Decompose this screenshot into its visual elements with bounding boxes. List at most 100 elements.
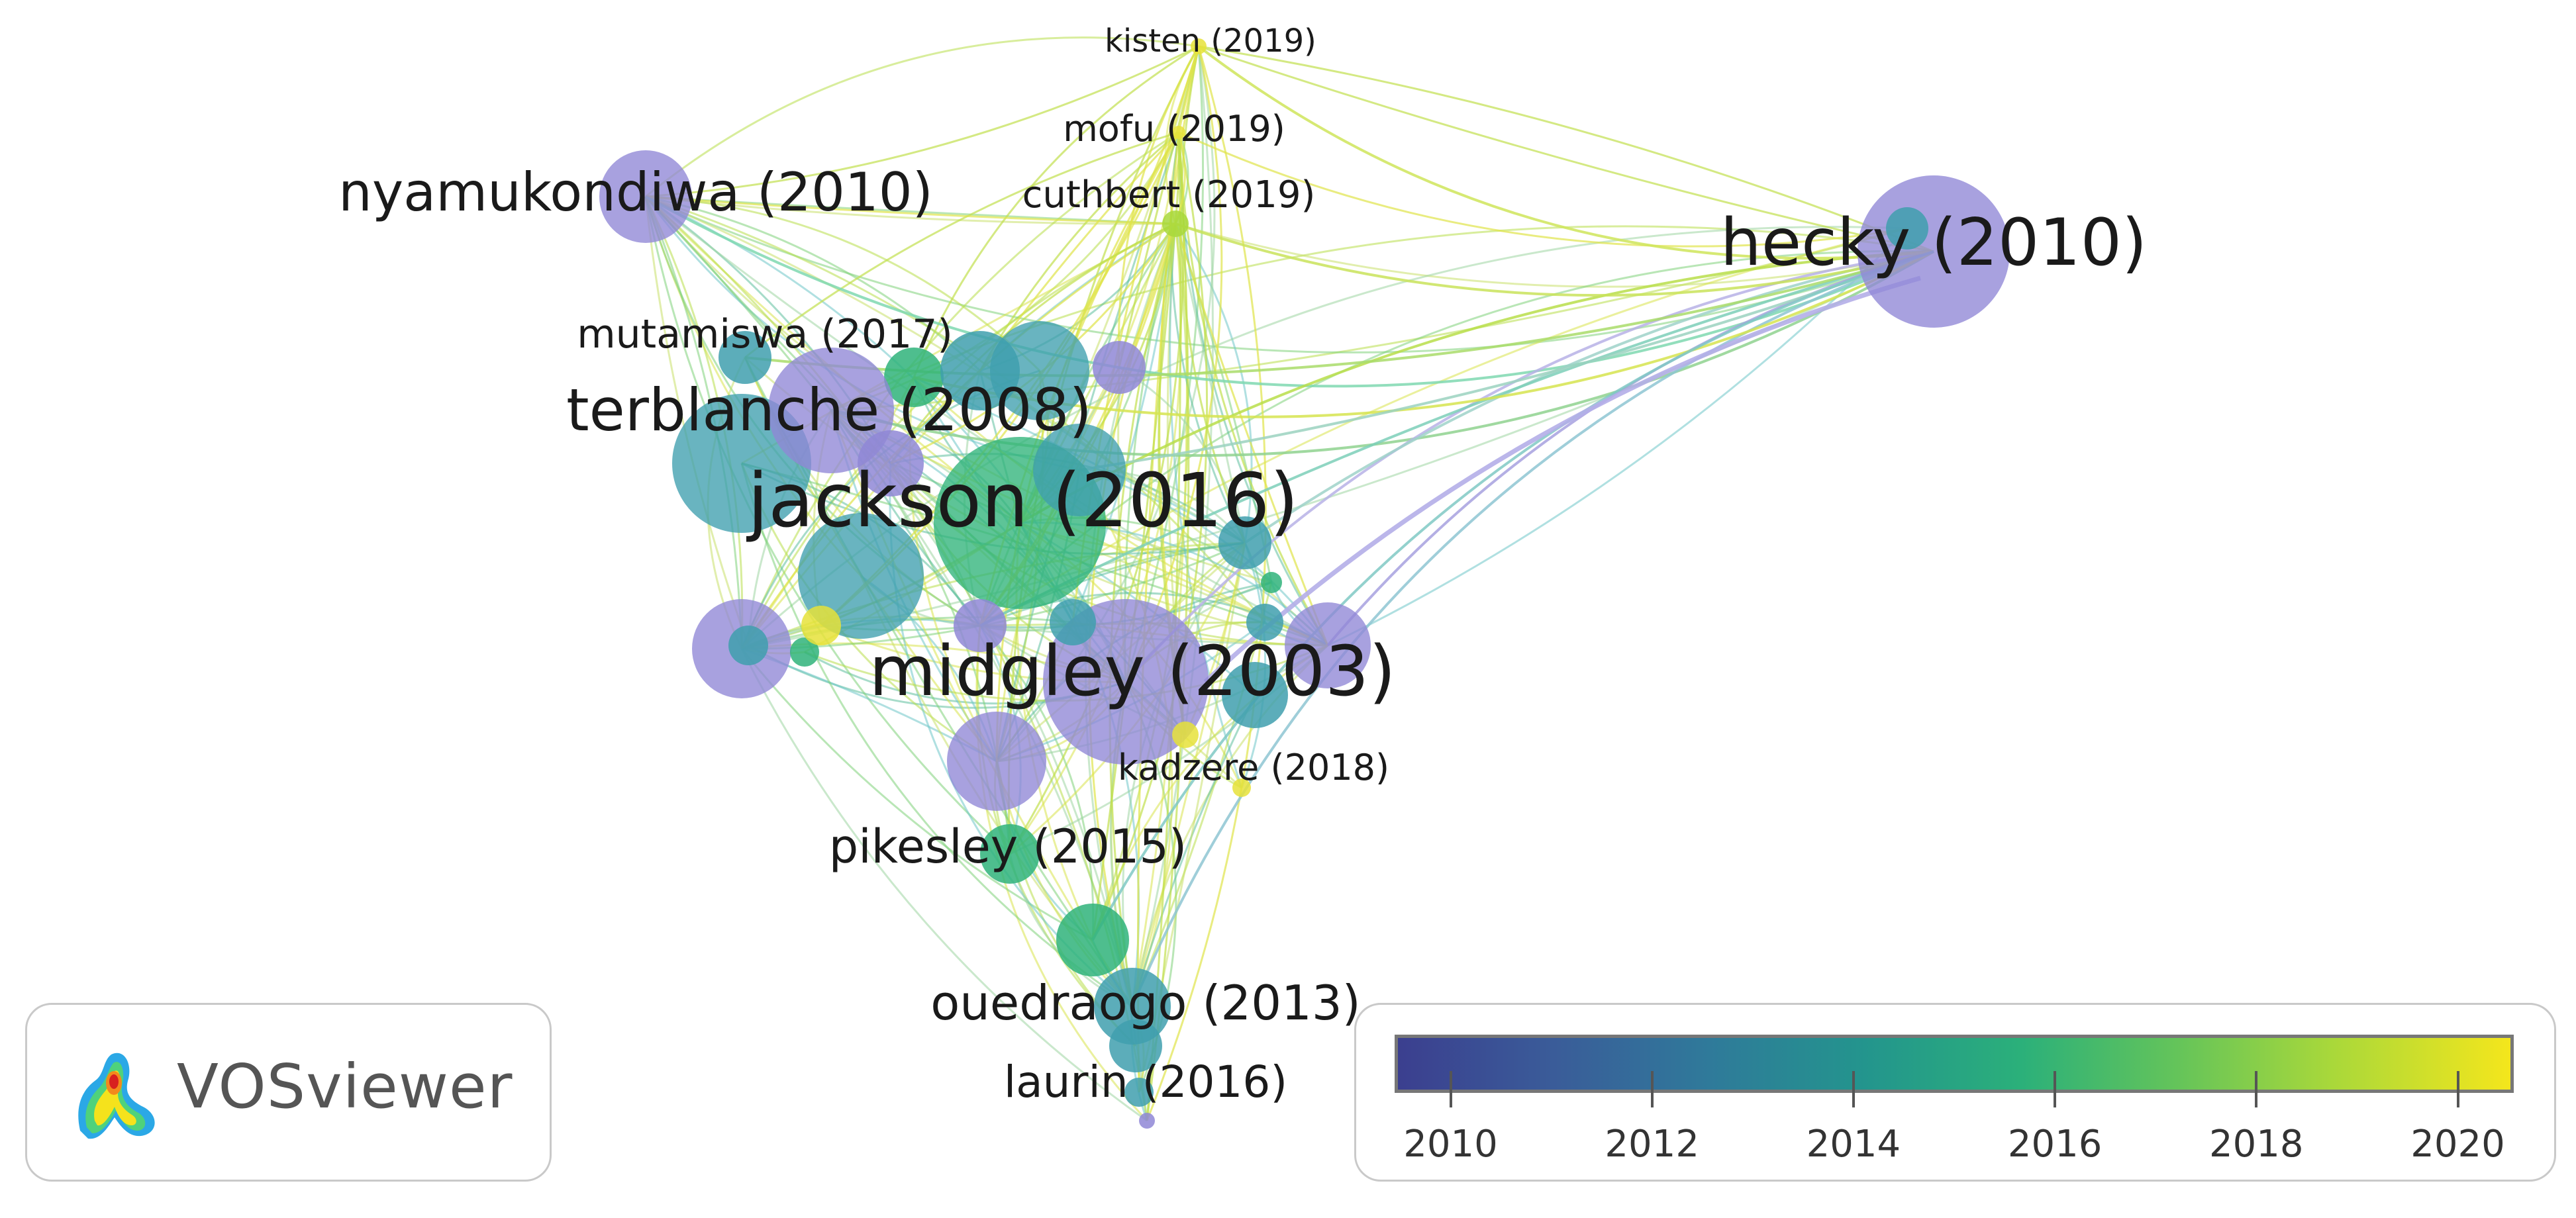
node-label-jackson[interactable]: jackson (2016): [746, 458, 1299, 544]
network-edge: [1244, 250, 1934, 544]
network-edge: [1091, 132, 1209, 941]
network-edge: [1131, 694, 1256, 1007]
node-right-purple[interactable]: [1285, 602, 1371, 688]
network-edge: [740, 369, 981, 649]
legend-tick-mark: [2054, 1071, 2057, 1107]
node-cuthbert[interactable]: [1162, 211, 1189, 237]
network-labels: hecky (2010) jackson (2016) midgley (200…: [338, 23, 2147, 1107]
node-left-purple-small[interactable]: [858, 430, 924, 496]
node-label-kisten[interactable]: kisten (2019): [1105, 23, 1316, 60]
legend-tick-mark: [1650, 1071, 1654, 1107]
node-left-teal-low[interactable]: [798, 513, 924, 639]
legend-tick-mark: [2255, 1071, 2258, 1107]
node-label-mofu[interactable]: mofu (2019): [1063, 108, 1285, 150]
network-edge: [1175, 222, 1934, 297]
node-pikesley-low[interactable]: [1056, 904, 1129, 976]
network-edge: [1131, 250, 1934, 1007]
network-edge: [644, 196, 1272, 584]
legend-tick-label: 2014: [1806, 1123, 1901, 1166]
network-edge: [645, 195, 1934, 353]
node-mutamiswa-a[interactable]: [718, 331, 771, 384]
network-edge: [740, 463, 1133, 1007]
node-laurin-small[interactable]: [1139, 1113, 1155, 1129]
node-label-terblanche[interactable]: terblanche (2008): [566, 376, 1092, 444]
network-edge: [645, 195, 1934, 388]
node-left-yellow[interactable]: [801, 606, 841, 645]
node-pikesley[interactable]: [980, 824, 1040, 884]
network-edge: [1177, 46, 1200, 133]
network-edge: [1178, 131, 1908, 248]
node-label-cuthbert[interactable]: cuthbert (2019): [1022, 173, 1316, 216]
network-edge: [1091, 223, 1177, 941]
node-left-inner-teal[interactable]: [728, 626, 768, 665]
node-upper-teal-b[interactable]: [990, 321, 1089, 420]
node-left-green[interactable]: [790, 637, 819, 667]
node-label-kadzere[interactable]: kadzere (2018): [1118, 747, 1389, 788]
node-mofu[interactable]: [1172, 126, 1185, 139]
node-mutamiswa-b[interactable]: [884, 348, 944, 407]
node-kadzere[interactable]: [1232, 778, 1251, 797]
node-right-teal-c[interactable]: [1222, 662, 1288, 728]
network-edge: [645, 36, 1199, 198]
node-label-laurin[interactable]: laurin (2016): [1004, 1056, 1287, 1107]
vosviewer-logo-text: VOSviewer: [177, 1051, 513, 1122]
node-jackson-teal[interactable]: [1033, 424, 1126, 516]
node-nyamukondiwa[interactable]: [599, 150, 692, 243]
network-edge: [889, 222, 1176, 464]
node-hecky-inner[interactable]: [1886, 207, 1928, 250]
node-label-nyamukondiwa[interactable]: nyamukondiwa (2010): [338, 162, 933, 223]
node-ouedraogo-low[interactable]: [1109, 1019, 1162, 1072]
network-edge: [645, 195, 1176, 225]
node-right-green-small[interactable]: [1261, 572, 1282, 593]
legend-tick-mark: [1449, 1071, 1452, 1107]
legend-tick-label: 2012: [1605, 1123, 1699, 1166]
network-edge: [740, 648, 1148, 1122]
node-upper-purple[interactable]: [1093, 341, 1146, 394]
node-kadzere-a[interactable]: [1172, 722, 1199, 748]
legend-tick-label: 2016: [2007, 1123, 2103, 1166]
network-edge: [995, 132, 1180, 762]
legend-tick-label: 2020: [2410, 1123, 2505, 1166]
network-nodes: [599, 38, 2010, 1129]
network-edge: [644, 196, 1011, 855]
network-edge: [975, 625, 1148, 1122]
vosviewer-logo-panel: VOSviewer: [25, 1003, 552, 1182]
legend-gradient-bar: [1395, 1035, 2514, 1093]
network-edge: [913, 45, 1199, 378]
node-label-pikesley[interactable]: pikesley (2015): [829, 820, 1187, 874]
network-edge: [1118, 366, 1246, 543]
network-edge: [645, 45, 1199, 198]
network-edge: [979, 250, 1934, 627]
legend-tick-label: 2010: [1403, 1123, 1498, 1166]
node-right-teal-a[interactable]: [1218, 516, 1271, 569]
network-edge: [1179, 46, 1246, 543]
network-edge: [1131, 542, 1246, 1007]
network-edge: [645, 195, 1176, 225]
network-edge: [744, 131, 1179, 359]
network-edge: [1079, 250, 1934, 471]
node-label-mutamiswa[interactable]: mutamiswa (2017): [577, 311, 953, 357]
network-edge: [1326, 250, 1934, 647]
network-edge: [740, 648, 1093, 941]
node-label-hecky[interactable]: hecky (2010): [1720, 205, 2148, 281]
node-center-teal[interactable]: [1050, 599, 1096, 645]
node-midgley-low[interactable]: [947, 712, 1046, 811]
node-center-purple[interactable]: [954, 599, 1007, 652]
node-label-ouedraogo[interactable]: ouedraogo (2013): [930, 975, 1361, 1031]
node-right-teal-b[interactable]: [1246, 604, 1283, 641]
vosviewer-heatmap-icon: [78, 1053, 155, 1139]
node-label-midgley[interactable]: midgley (2003): [869, 631, 1396, 712]
legend-tick-label: 2018: [2209, 1123, 2304, 1166]
network-edge: [979, 131, 1179, 371]
network-edge: [1198, 45, 1934, 253]
network-edge: [1124, 250, 1934, 683]
network-edge: [644, 196, 750, 646]
node-laurin[interactable]: [1124, 1078, 1154, 1107]
network-edge: [1197, 45, 1934, 260]
network-edge: [645, 195, 981, 372]
network-edge: [1091, 250, 1934, 941]
node-terblanche[interactable]: [768, 348, 894, 473]
node-kisten[interactable]: [1191, 38, 1207, 54]
